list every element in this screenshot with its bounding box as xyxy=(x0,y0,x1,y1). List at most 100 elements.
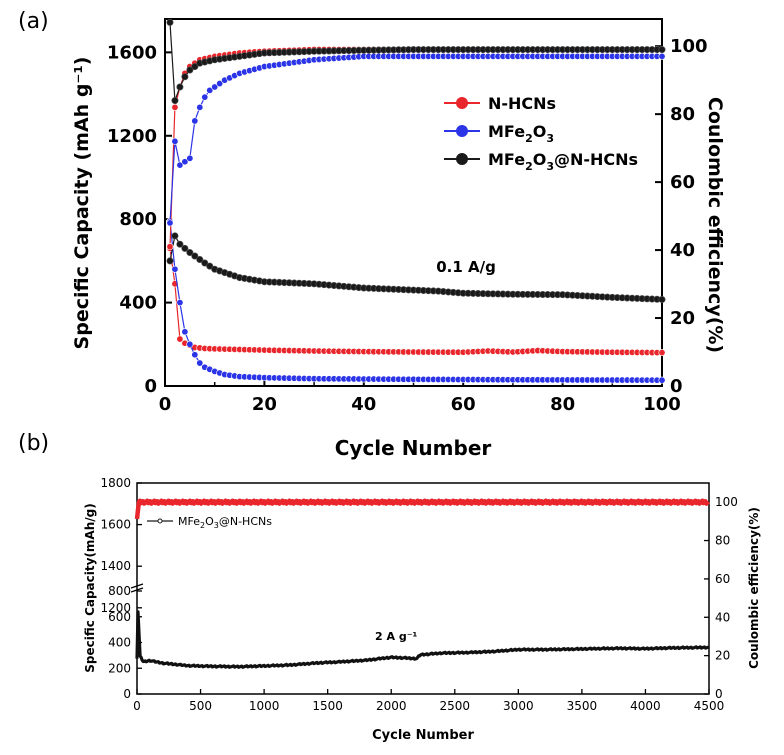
series-line xyxy=(135,610,710,669)
legend-label: N-HCNs xyxy=(488,94,556,113)
panel-a-legend: N-HCNs MFe2O3 MFe2O3@N-HCNs xyxy=(444,94,638,173)
data-point xyxy=(658,349,666,357)
legend-marker xyxy=(456,97,468,109)
y-tick-label-right: 20 xyxy=(715,649,730,663)
series-mfe2o3-ce xyxy=(166,52,666,227)
y-tick-label-right: 100 xyxy=(715,495,738,509)
series-line xyxy=(134,498,711,520)
y-tick-label-left: 400 xyxy=(119,293,157,314)
panel-a-y-ticks-right: 0 20 40 60 80 100 xyxy=(655,36,708,397)
data-point xyxy=(176,83,184,91)
x-tick-label: 1500 xyxy=(312,699,343,713)
series-mfe2o3-n-hcns-capacity xyxy=(166,232,666,303)
legend-label: MFe2O3 xyxy=(488,122,554,145)
series-mfe2o3-capacity xyxy=(166,217,666,384)
y-tick-label-left: 0 xyxy=(144,376,157,397)
y-tick-label-right: 40 xyxy=(670,240,695,261)
series-n-hcns-capacity xyxy=(166,244,666,357)
y-tick-label-right: 20 xyxy=(670,308,695,329)
y-tick-label-right: 60 xyxy=(715,572,730,586)
panel-a-series xyxy=(166,18,666,384)
data-point xyxy=(176,161,184,169)
panel-b-frame xyxy=(136,482,710,695)
panel-a-y-ticks-left: 0 400 800 1200 1600 xyxy=(107,42,172,397)
x-tick-label: 40 xyxy=(351,394,376,415)
x-tick-label: 0 xyxy=(133,699,141,713)
panel-b-y-ticks-right: 0 20 40 60 80 100 xyxy=(704,495,738,701)
data-point xyxy=(171,97,179,105)
data-point xyxy=(216,80,224,88)
data-point xyxy=(181,73,189,81)
x-tick-label: 500 xyxy=(189,699,212,713)
data-point xyxy=(186,66,194,74)
x-tick-label: 4500 xyxy=(694,699,725,713)
y-tick-label-left: 600 xyxy=(108,610,131,624)
data-point xyxy=(186,340,194,348)
data-point xyxy=(191,351,199,359)
panel-a-annotation: 0.1 A/g xyxy=(436,258,496,276)
data-point xyxy=(171,137,179,145)
panel-b-y-ticks-left: 0 200 400 600 800 1200 1400 1600 1800 xyxy=(100,476,142,701)
panel-a-y-label-right: Coulombic efficiency(%) xyxy=(704,97,726,353)
data-point xyxy=(176,240,184,248)
data-point xyxy=(171,265,179,273)
y-tick-label-left: 1400 xyxy=(100,559,131,573)
x-tick-label: 60 xyxy=(451,394,476,415)
data-point xyxy=(166,219,174,227)
data-point xyxy=(176,299,184,307)
data-point xyxy=(206,262,214,270)
data-point xyxy=(181,158,189,166)
y-tick-label-left: 1600 xyxy=(100,518,131,532)
data-point xyxy=(658,46,666,54)
y-tick-label-right: 40 xyxy=(715,610,730,624)
y-tick-label-left: 1600 xyxy=(107,42,157,63)
legend-marker xyxy=(456,153,468,165)
data-point xyxy=(201,259,209,267)
y-tick-label-left: 1200 xyxy=(100,601,131,615)
y-tick-label-left: 200 xyxy=(108,661,131,675)
data-point xyxy=(181,328,189,336)
x-tick-label: 3000 xyxy=(503,699,534,713)
panel-a-x-ticks: 0 20 40 60 80 100 xyxy=(159,379,681,415)
data-point xyxy=(186,249,194,257)
x-tick-label: 100 xyxy=(643,394,681,415)
data-point xyxy=(196,359,204,367)
panel-b-plot: 0 500 1000 1500 2000 2500 3000 3500 4000 4500 020… xyxy=(83,476,761,743)
x-tick-label: 0 xyxy=(159,394,172,415)
axis-break-mark xyxy=(130,583,144,593)
data-point xyxy=(658,295,666,303)
panel-b-x-ticks: 0 500 1000 1500 2000 2500 3000 3500 4000 4500 xyxy=(133,689,724,713)
y-tick-label-left: 1200 xyxy=(107,126,157,147)
data-point xyxy=(191,117,199,125)
data-point xyxy=(196,103,204,111)
y-tick-label-left: 0 xyxy=(123,687,131,701)
data-point xyxy=(171,103,179,111)
legend-marker xyxy=(157,518,163,524)
panel-b-annotation: 2 A g⁻¹ xyxy=(375,630,418,643)
x-tick-label: 80 xyxy=(550,394,575,415)
panel-a-y-label-left: Specific Capacity (mAh g⁻¹) xyxy=(71,57,93,350)
panel-label-a: (a) xyxy=(18,9,49,34)
y-tick-label-right: 100 xyxy=(670,36,708,57)
data-point xyxy=(211,83,219,91)
x-tick-label: 1000 xyxy=(249,699,280,713)
data-point xyxy=(201,93,209,101)
data-point xyxy=(658,52,666,60)
series-n-hcns-ce xyxy=(166,46,666,251)
panel-a-plot: 0 20 40 60 80 100 0 400 800 1200 1600 0 20 40 60 80 10… xyxy=(71,18,726,460)
x-tick-label: 20 xyxy=(252,394,277,415)
x-tick-label: 4000 xyxy=(630,699,661,713)
y-tick-label-right: 0 xyxy=(715,687,723,701)
data-point xyxy=(186,154,194,162)
y-tick-label-right: 0 xyxy=(670,376,683,397)
data-point xyxy=(166,18,174,26)
panel-b-x-label: Cycle Number xyxy=(372,728,474,743)
x-tick-label: 2500 xyxy=(440,699,471,713)
series-mfe2o3-n-hcns-ce xyxy=(166,18,666,105)
data-point xyxy=(181,244,189,252)
panel-b-legend: MFe2O3@N-HCNs xyxy=(147,515,272,530)
data-point xyxy=(206,86,214,94)
y-tick-label-left: 1800 xyxy=(100,476,131,490)
data-point xyxy=(191,252,199,260)
